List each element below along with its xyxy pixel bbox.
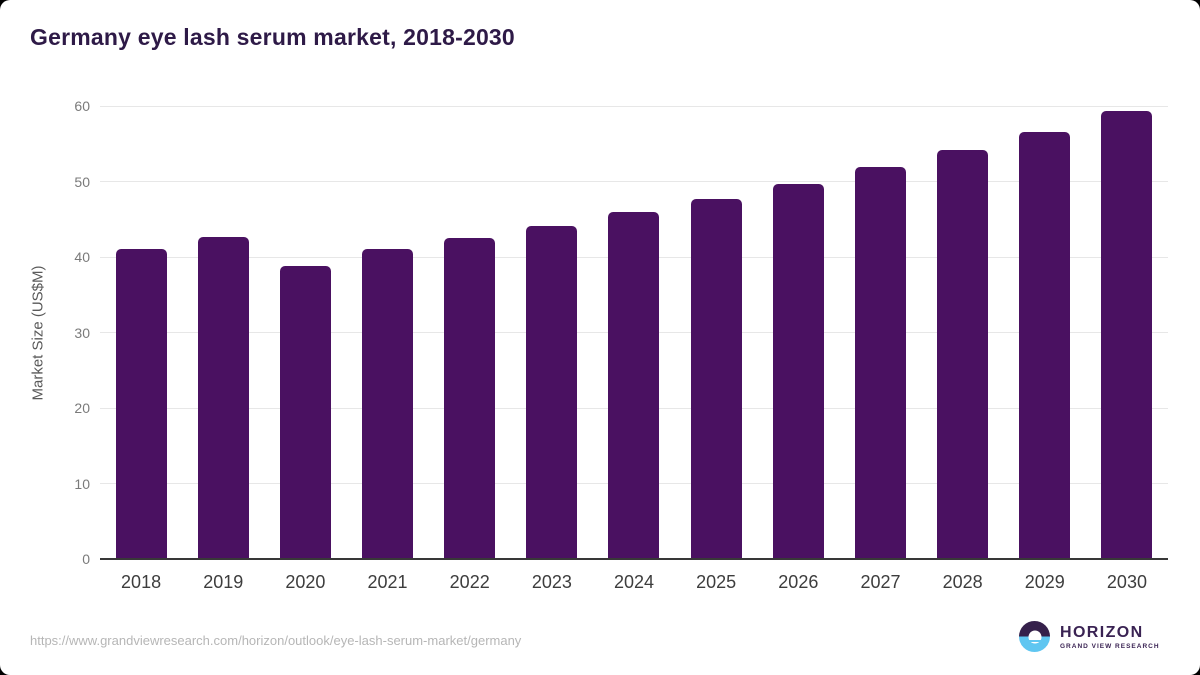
x-tick-label: 2019 bbox=[203, 572, 244, 592]
logo-text: HORIZON GRAND VIEW RESEARCH bbox=[1060, 624, 1160, 650]
water-ripple-icon bbox=[1019, 640, 1050, 642]
bar-2027 bbox=[854, 167, 906, 559]
bar-2028 bbox=[936, 149, 988, 559]
bar-2023 bbox=[526, 226, 578, 559]
bar-2018 bbox=[115, 248, 167, 559]
bars bbox=[100, 106, 1168, 559]
x-tick-label: 2026 bbox=[778, 572, 819, 592]
x-tick-label: 2025 bbox=[696, 572, 737, 592]
y-tick-label: 20 bbox=[74, 400, 90, 416]
x-tick-label: 2018 bbox=[121, 572, 162, 592]
x-tick-label: 2030 bbox=[1106, 572, 1147, 592]
x-tick-label: 2028 bbox=[942, 572, 983, 592]
horizon-logo-icon bbox=[1019, 621, 1050, 652]
y-tick-label: 40 bbox=[74, 249, 90, 265]
x-tick-label: 2024 bbox=[613, 572, 655, 592]
y-tick-label: 10 bbox=[74, 475, 90, 492]
bar-2029 bbox=[1019, 131, 1071, 559]
y-tick-label: 0 bbox=[82, 551, 90, 567]
bar-2022 bbox=[444, 238, 496, 559]
plot-area bbox=[100, 105, 1168, 560]
x-tick-label: 2022 bbox=[449, 572, 490, 592]
gridline bbox=[100, 105, 1168, 107]
x-tick-label: 2023 bbox=[531, 572, 572, 592]
x-tick-label: 2020 bbox=[285, 572, 326, 592]
horizon-logo: HORIZON GRAND VIEW RESEARCH bbox=[1019, 621, 1160, 652]
chart-title: Germany eye lash serum market, 2018-2030 bbox=[30, 24, 515, 50]
x-axis-line bbox=[100, 558, 1168, 560]
sun-icon bbox=[1028, 630, 1041, 643]
x-tick-label: 2021 bbox=[367, 572, 408, 592]
source-url: https://www.grandviewresearch.com/horizo… bbox=[30, 633, 522, 648]
water-ripple-icon bbox=[1019, 644, 1050, 646]
y-tick-label: 30 bbox=[74, 324, 90, 341]
x-tick-label: 2027 bbox=[860, 572, 901, 592]
logo-subtitle: GRAND VIEW RESEARCH bbox=[1060, 642, 1160, 650]
bar-2030 bbox=[1101, 110, 1153, 559]
bar-2025 bbox=[690, 198, 742, 559]
x-axis-labels: 2018 2019 2020 2021 2022 2023 2024 2025 2026 2027… bbox=[100, 570, 1168, 594]
y-tick-label: 50 bbox=[74, 173, 90, 190]
gridline bbox=[100, 181, 1168, 182]
bar-2026 bbox=[772, 183, 824, 559]
bar-2021 bbox=[361, 248, 413, 559]
y-tick-label: 60 bbox=[74, 98, 90, 114]
bar-2020 bbox=[279, 266, 331, 559]
logo-title: HORIZON bbox=[1060, 623, 1144, 641]
bar-2024 bbox=[608, 212, 660, 559]
x-tick-label: 2029 bbox=[1024, 572, 1065, 592]
bar-2019 bbox=[197, 236, 249, 559]
